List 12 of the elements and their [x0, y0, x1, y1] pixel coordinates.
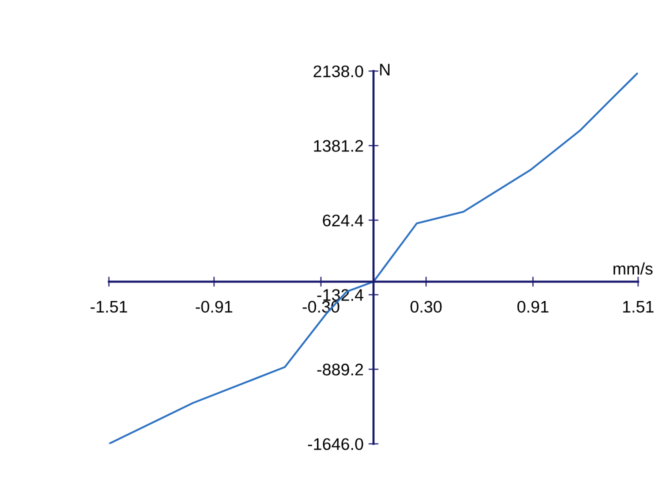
x-tick-label: -1.51 — [90, 301, 128, 313]
y-tick-label: 2138.0 — [314, 65, 364, 78]
y-tick-label: 1381.2 — [314, 140, 363, 152]
x-tick-label: 0.30 — [410, 300, 442, 313]
x-tick-label: 1.51 — [623, 301, 654, 313]
x-tick-label: -0.91 — [196, 300, 232, 313]
y-tick-label: -1646.0 — [308, 438, 364, 450]
y-tick-label: 624.4 — [322, 214, 364, 226]
y-axis-title: N — [380, 64, 390, 76]
y-tick-label: -889.2 — [317, 364, 363, 376]
x-tick-label: 0.91 — [517, 300, 548, 313]
x-axis-title: mm/s — [614, 262, 653, 275]
